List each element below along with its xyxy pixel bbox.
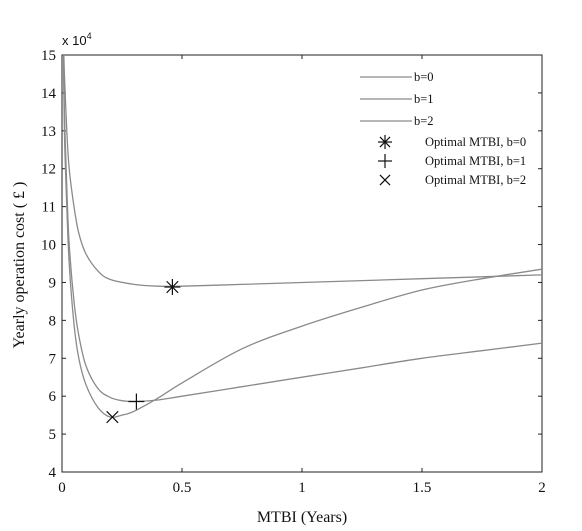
y-tick-label: 5: [49, 427, 57, 443]
y-multiplier-exponent: 4: [87, 31, 92, 41]
y-multiplier-base: x 10: [62, 33, 87, 48]
legend-label-b0: b=0: [414, 70, 434, 84]
legend-label-optimal-asterisk: Optimal MTBI, b=0: [425, 135, 526, 149]
y-tick-label: 7: [49, 351, 57, 367]
marker-stroke: [379, 174, 391, 186]
y-tick-label: 15: [41, 48, 56, 64]
y-tick-label: 13: [41, 124, 56, 140]
y-tick-label: 6: [49, 389, 57, 405]
y-tick-label: 14: [41, 86, 57, 102]
y-tick-label: 4: [49, 465, 57, 481]
marker-stroke: [166, 280, 179, 294]
legend-label-b1: b=1: [414, 92, 434, 106]
y-multiplier: x 104: [62, 31, 92, 48]
optimum-marker-asterisk: [164, 279, 181, 296]
x-axis-title: MTBI (Years): [257, 509, 347, 526]
marker-stroke: [379, 136, 391, 148]
y-tick-label: 8: [49, 313, 57, 329]
series-line-b2: [62, 55, 542, 419]
legend-marker-asterisk: [378, 135, 392, 149]
series-line-b1: [62, 55, 542, 403]
optimum-marker-cross: [106, 410, 119, 424]
optima-markers: [106, 279, 181, 424]
optimum-marker-plus: [128, 393, 145, 410]
marker-stroke: [106, 410, 119, 424]
x-tick-label: 0.5: [173, 480, 192, 496]
y-tick-label: 9: [49, 275, 57, 291]
x-tick-label: 0: [58, 480, 66, 496]
x-tick-label: 1: [298, 480, 306, 496]
legend-label-optimal-cross: Optimal MTBI, b=2: [425, 173, 526, 187]
legend-label-optimal-plus: Optimal MTBI, b=1: [425, 154, 526, 168]
plot-frame: [61, 54, 543, 473]
plot-area: 0 0.5 1 1.5 2 4 5 6 7 8 9 10 11 12 13 14 15: [41, 48, 546, 496]
legend-marker-plus: [378, 154, 392, 168]
y-tick-label: 12: [41, 162, 56, 178]
series-lines: [62, 55, 542, 419]
x-tick-label: 1.5: [413, 480, 432, 496]
y-tick-label: 10: [41, 238, 56, 254]
y-tick-label: 11: [42, 200, 56, 216]
x-tick-label: 2: [538, 480, 546, 496]
series-line-b0: [63, 55, 542, 288]
legend: b=0 b=1 b=2 Optimal MTBI, b=0 Optimal MTBI, …: [360, 70, 526, 187]
y-axis-title: Yearly operation cost ( £ ): [11, 182, 28, 349]
legend-marker-cross: [379, 174, 391, 186]
legend-label-b2: b=2: [414, 114, 434, 128]
